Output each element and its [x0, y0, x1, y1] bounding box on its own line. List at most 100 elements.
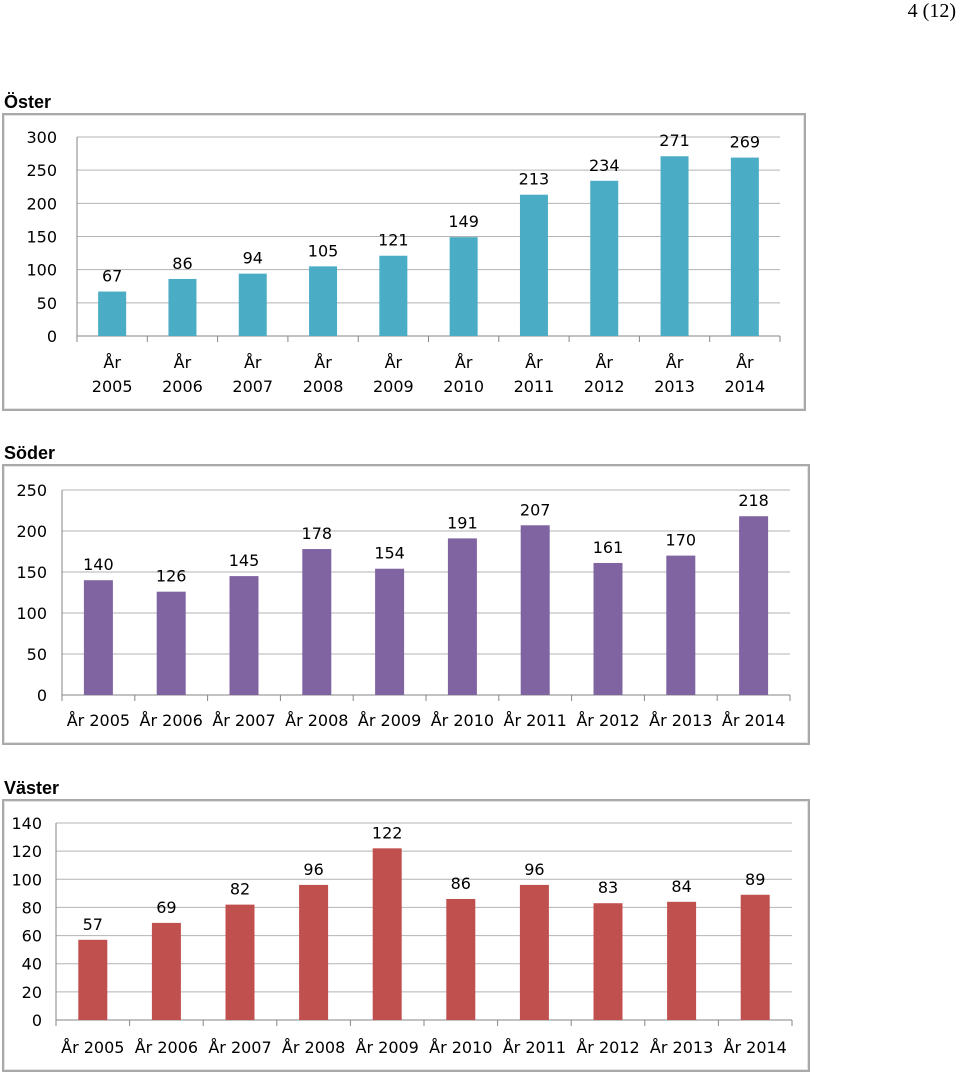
vaster-bar: [519, 884, 549, 1020]
x-tick-label: 2012: [584, 377, 625, 396]
x-tick-label: År 2008: [282, 1038, 345, 1057]
x-tick-label: 2007: [232, 377, 273, 396]
chart-frame-vaster: 0 20 40 60 80 100 120 140 57 År 2005 69 År 2006 82 År…: [2, 799, 810, 1072]
vaster-bar: [667, 901, 697, 1020]
y-tick-label: 20: [22, 983, 42, 1002]
bar-chart-soder: 0 50 100 150 200 250 140 År 2005 126 År 2006 145 År…: [16, 481, 791, 730]
soder-bar: [666, 555, 696, 695]
data-label: 84: [671, 877, 691, 896]
y-tick-label: 100: [26, 261, 57, 280]
data-label: 86: [172, 254, 192, 273]
x-tick-label: År 2013: [650, 1038, 713, 1057]
data-label: 57: [83, 915, 103, 934]
y-tick-label: 150: [16, 563, 47, 582]
x-tick-label: År 2012: [576, 711, 639, 730]
soder-bar: [156, 591, 186, 695]
y-tick-label: 200: [26, 194, 57, 213]
chart-title-soder: Söder: [4, 443, 56, 463]
x-tick-label: År: [103, 353, 121, 372]
data-label: 122: [372, 823, 403, 842]
x-tick-label: År: [244, 353, 262, 372]
data-label: 191: [447, 513, 478, 532]
x-tick-label: År: [595, 353, 613, 372]
vaster-bar: [299, 884, 329, 1020]
y-tick-label: 50: [37, 294, 57, 313]
x-tick-label: 2010: [443, 377, 484, 396]
oster-bar: [379, 255, 408, 336]
soder-bar: [302, 549, 332, 695]
data-label: 207: [520, 500, 551, 519]
data-label: 213: [519, 170, 550, 189]
x-tick-label: År 2009: [358, 711, 421, 730]
chart-frame-oster: 0 50 100 150 200 250 300 67 År 2005 86 År 2006 94 År 20…: [2, 113, 806, 411]
data-label: 140: [83, 555, 114, 574]
data-label: 126: [156, 567, 187, 586]
vaster-bar: [593, 903, 623, 1020]
x-tick-label: År 2006: [135, 1038, 198, 1057]
y-tick-label: 200: [16, 522, 47, 541]
y-tick-label: 100: [11, 870, 42, 889]
data-label: 82: [230, 880, 250, 899]
vaster-bar: [151, 922, 181, 1020]
oster-bar: [730, 157, 759, 336]
x-tick-label: År 2011: [504, 711, 567, 730]
y-tick-label: 150: [26, 228, 57, 247]
data-label: 105: [308, 241, 339, 260]
y-tick-label: 80: [22, 898, 42, 917]
x-tick-label: År 2010: [429, 1038, 492, 1057]
chart-title-oster: Öster: [4, 92, 52, 112]
oster-bar: [168, 278, 197, 336]
vaster-bar: [225, 904, 255, 1020]
oster-bar: [519, 194, 548, 336]
x-tick-label: År 2005: [67, 711, 130, 730]
data-label: 178: [302, 524, 333, 543]
data-label: 86: [451, 874, 471, 893]
bar-chart-oster: 0 50 100 150 200 250 300 67 År 2005 86 År 2006 94 År 20…: [26, 128, 781, 396]
vaster-bar: [446, 898, 476, 1020]
oster-bar: [238, 273, 267, 336]
data-label: 170: [666, 531, 697, 550]
data-label: 161: [593, 538, 624, 557]
oster-bar: [660, 156, 689, 336]
x-tick-label: År: [174, 353, 192, 372]
soder-bar: [375, 568, 405, 695]
y-tick-label: 140: [11, 814, 42, 833]
x-tick-label: 2014: [724, 377, 765, 396]
data-label: 234: [589, 156, 620, 175]
data-label: 96: [303, 860, 323, 879]
y-tick-label: 0: [47, 327, 57, 346]
y-tick-label: 40: [22, 955, 42, 974]
x-tick-label: År: [314, 353, 332, 372]
soder-bar: [83, 580, 113, 695]
data-label: 96: [524, 860, 544, 879]
x-tick-label: 2006: [162, 377, 203, 396]
data-label: 218: [738, 491, 769, 510]
x-tick-label: År: [455, 353, 473, 372]
x-tick-label: År 2007: [208, 1038, 271, 1057]
bar-chart-vaster: 0 20 40 60 80 100 120 140 57 År 2005 69 År 2006 82 År…: [11, 814, 793, 1057]
x-tick-label: År 2013: [649, 711, 712, 730]
x-tick-label: 2009: [373, 377, 414, 396]
x-tick-label: 2005: [92, 377, 133, 396]
x-tick-label: År 2014: [722, 711, 785, 730]
oster-bar: [590, 180, 619, 336]
data-label: 145: [229, 551, 260, 570]
y-tick-label: 0: [32, 1011, 42, 1030]
y-tick-label: 120: [11, 842, 42, 861]
vaster-bar: [372, 848, 402, 1020]
data-label: 121: [378, 231, 409, 250]
data-label: 69: [156, 898, 176, 917]
x-tick-label: År: [736, 353, 754, 372]
x-tick-label: År: [385, 353, 403, 372]
x-tick-label: År 2011: [503, 1038, 566, 1057]
chart-frame-soder: 0 50 100 150 200 250 140 År 2005 126 År 2006 145 År…: [2, 464, 810, 745]
data-label: 94: [243, 249, 263, 268]
soder-bar: [447, 538, 477, 695]
chart-title-vaster: Väster: [4, 778, 60, 798]
data-label: 67: [102, 267, 122, 286]
data-label: 89: [745, 870, 765, 889]
oster-bar: [98, 291, 127, 336]
soder-bar: [520, 525, 550, 695]
page-number: 4 (12): [907, 0, 956, 22]
x-tick-label: År 2006: [140, 711, 203, 730]
